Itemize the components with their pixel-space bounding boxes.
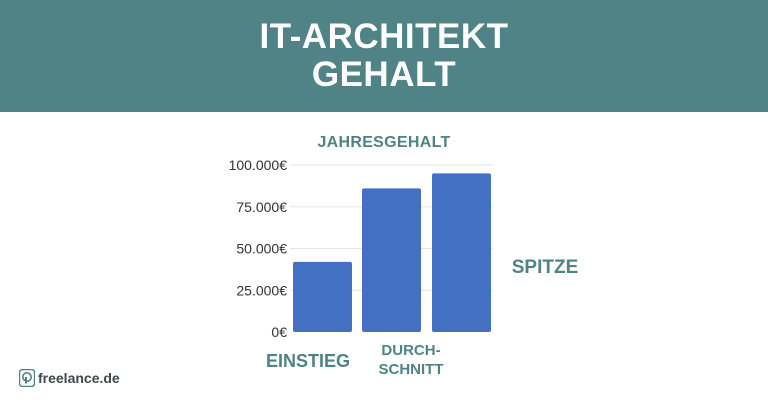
bar: [362, 188, 421, 332]
y-tick-label: 0€: [271, 324, 287, 340]
y-tick-label: 50.000€: [236, 241, 287, 257]
page-title-line-1: IT-ARCHITEKT: [259, 17, 509, 56]
category-label-spitze: SPITZE: [511, 257, 579, 278]
y-tick-label: 25.000€: [236, 282, 287, 298]
category-label-line: SCHNITT: [378, 361, 444, 378]
category-label-durchschnitt: DURCH- SCHNITT: [365, 341, 457, 379]
freelance-logo-icon: [19, 369, 35, 387]
freelance-logo: freelance.de: [19, 369, 120, 387]
category-label-line: DURCH-: [381, 342, 441, 359]
chart-title: JAHRESGEHALT: [317, 134, 451, 151]
header-banner: IT-ARCHITEKT GEHALT: [0, 0, 768, 112]
bar-chart: 0€ 25.000€ 50.000€ 75.000€ 100.000€: [229, 157, 493, 340]
y-tick-label: 100.000€: [229, 157, 288, 173]
category-label-einstieg: EINSTIEG: [265, 351, 350, 371]
bar: [293, 261, 352, 332]
page-title-line-2: GEHALT: [311, 55, 457, 94]
logo-text: freelance.de: [38, 370, 120, 386]
y-tick-label: 75.000€: [236, 199, 287, 215]
bar: [432, 173, 491, 332]
